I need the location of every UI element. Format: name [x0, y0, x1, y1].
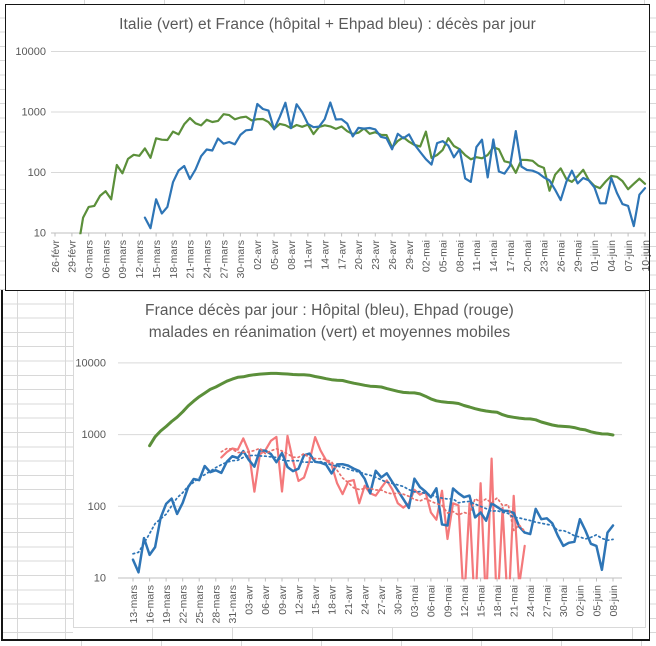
chart-title-top: Italie (vert) et France (hôpital + Ehpad… [119, 16, 536, 33]
spreadsheet-grid-left-panel [2, 290, 73, 639]
spreadsheet-grid-bottom-strip [2, 641, 650, 646]
frame-line-bottom [1, 639, 650, 641]
spreadsheet-grid-right-sliver [650, 4, 656, 639]
spreadsheet-column-line [17, 290, 18, 639]
spreadsheet-grid-top-strip [5, 0, 650, 4]
spreadsheet-column-line [65, 290, 66, 639]
chart-title-bottom-line2: malades en réanimation (vert) et moyenne… [148, 324, 511, 341]
spreadsheet-grid-left-sliver [0, 4, 5, 290]
frame-line-right [649, 4, 650, 640]
chart-box-france-detail: France décès par jour : Hôpital (bleu), … [73, 291, 646, 628]
frame-line-left [1, 290, 3, 640]
chart-title-bottom-line1: France décès par jour : Hôpital (bleu), … [145, 302, 514, 319]
spreadsheet-grid-bottom-panel [73, 628, 647, 639]
chart-box-italie-france: Italie (vert) et France (hôpital + Ehpad… [5, 4, 650, 291]
chart-title-bottom: France décès par jour : Hôpital (bleu), … [14, 300, 645, 344]
